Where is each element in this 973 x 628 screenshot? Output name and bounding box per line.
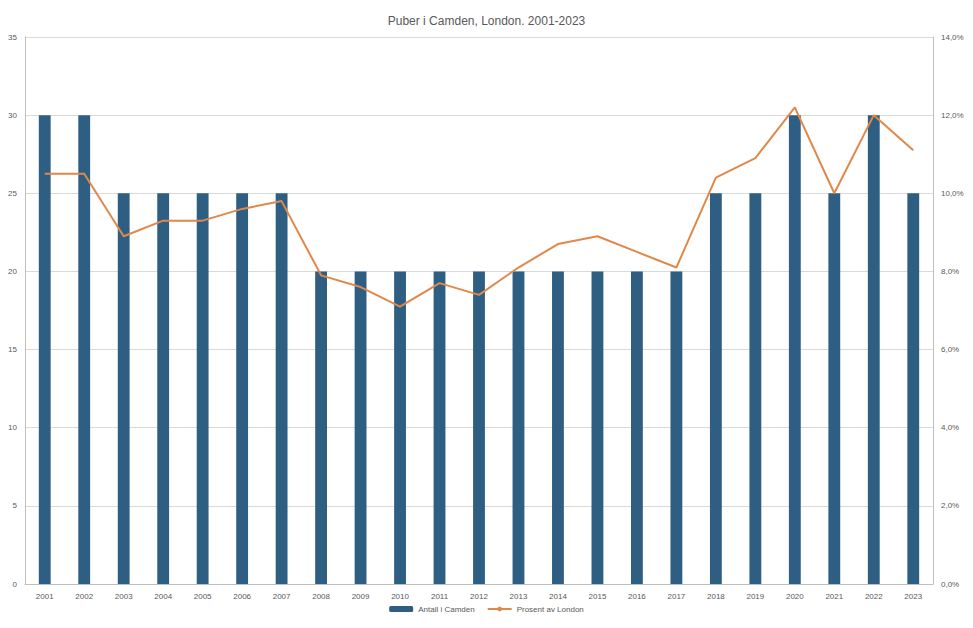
svg-text:20: 20 — [8, 267, 17, 276]
svg-text:4,0%: 4,0% — [941, 423, 959, 432]
svg-text:2008: 2008 — [312, 592, 330, 601]
svg-text:2005: 2005 — [194, 592, 212, 601]
svg-text:2009: 2009 — [352, 592, 370, 601]
svg-text:Puber i Camden, London. 2001-2: Puber i Camden, London. 2001-2023 — [388, 14, 586, 28]
svg-text:2019: 2019 — [746, 592, 764, 601]
svg-text:10: 10 — [8, 423, 17, 432]
svg-text:2022: 2022 — [865, 592, 883, 601]
svg-text:2020: 2020 — [786, 592, 804, 601]
svg-text:2003: 2003 — [115, 592, 133, 601]
svg-text:2015: 2015 — [589, 592, 607, 601]
svg-text:0: 0 — [13, 580, 18, 589]
svg-text:2017: 2017 — [667, 592, 685, 601]
svg-text:2011: 2011 — [431, 592, 449, 601]
svg-text:10,0%: 10,0% — [941, 189, 964, 198]
svg-text:2012: 2012 — [470, 592, 488, 601]
svg-text:2002: 2002 — [75, 592, 93, 601]
svg-text:0,0%: 0,0% — [941, 580, 959, 589]
svg-text:2007: 2007 — [273, 592, 291, 601]
svg-text:2006: 2006 — [233, 592, 251, 601]
svg-text:2010: 2010 — [391, 592, 409, 601]
svg-text:14,0%: 14,0% — [941, 33, 964, 42]
svg-text:2004: 2004 — [154, 592, 172, 601]
svg-text:30: 30 — [8, 111, 17, 120]
svg-text:2016: 2016 — [628, 592, 646, 601]
svg-text:2023: 2023 — [904, 592, 922, 601]
svg-text:2021: 2021 — [825, 592, 843, 601]
svg-text:5: 5 — [13, 501, 18, 510]
svg-text:Prosent av London: Prosent av London — [517, 605, 584, 614]
svg-text:2013: 2013 — [510, 592, 528, 601]
svg-text:2014: 2014 — [549, 592, 567, 601]
svg-text:Antall i Camden: Antall i Camden — [418, 605, 474, 614]
svg-text:12,0%: 12,0% — [941, 111, 964, 120]
svg-text:8,0%: 8,0% — [941, 267, 959, 276]
svg-text:2018: 2018 — [707, 592, 725, 601]
svg-text:2,0%: 2,0% — [941, 501, 959, 510]
svg-text:25: 25 — [8, 189, 17, 198]
svg-text:35: 35 — [8, 33, 17, 42]
svg-text:2001: 2001 — [36, 592, 54, 601]
svg-text:6,0%: 6,0% — [941, 345, 959, 354]
svg-text:15: 15 — [8, 345, 17, 354]
